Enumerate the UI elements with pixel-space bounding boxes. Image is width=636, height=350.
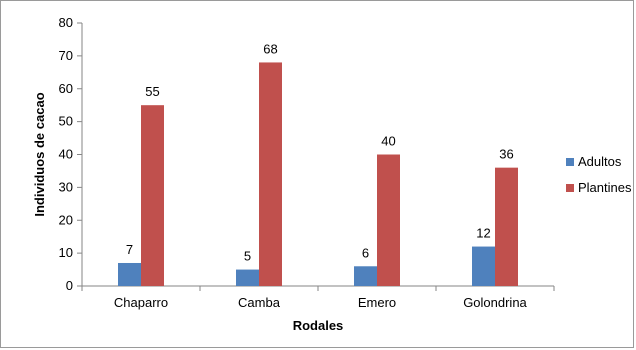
data-label: 12 xyxy=(476,226,490,241)
labels: 0 10 20 30 40 50 60 70 80 Chaparro Camba Emero Golon… xyxy=(59,15,528,310)
y-tick-label: 30 xyxy=(59,179,73,194)
y-tick-label: 80 xyxy=(59,15,73,30)
bar-plantines xyxy=(495,167,518,286)
bar-plantines xyxy=(259,62,282,287)
data-label: 7 xyxy=(126,242,133,257)
x-tick-label: Emero xyxy=(358,295,396,310)
bar-adultos xyxy=(472,246,495,286)
data-label: 40 xyxy=(381,134,395,149)
y-tick-label: 10 xyxy=(59,245,73,260)
legend-swatch xyxy=(566,184,574,192)
x-tick-label: Golondrina xyxy=(463,295,527,310)
data-label: 5 xyxy=(244,249,251,264)
x-axis-title: Rodales xyxy=(293,318,344,333)
legend-swatch xyxy=(566,158,574,166)
data-label: 55 xyxy=(145,84,159,99)
x-tick-label: Chaparro xyxy=(114,295,168,310)
y-axis-title: Individuos de cacao xyxy=(32,92,47,216)
bar-plantines xyxy=(141,105,164,286)
y-tick-label: 60 xyxy=(59,81,73,96)
data-label: 6 xyxy=(362,245,369,260)
x-tick-label: Camba xyxy=(238,295,281,310)
bar-adultos xyxy=(118,262,141,286)
data-label: 36 xyxy=(499,147,513,162)
legend-label: Adultos xyxy=(578,154,622,169)
bars xyxy=(118,62,518,287)
bar-adultos xyxy=(354,266,377,286)
legend-label: Plantines xyxy=(578,180,632,195)
y-tick-label: 0 xyxy=(66,278,73,293)
y-tick-label: 40 xyxy=(59,147,73,162)
legend: Adultos Plantines xyxy=(566,154,632,195)
y-tick-label: 20 xyxy=(59,212,73,227)
y-tick-label: 70 xyxy=(59,48,73,63)
data-label: 68 xyxy=(263,41,277,56)
bar-plantines xyxy=(377,154,400,286)
y-tick-label: 50 xyxy=(59,114,73,129)
bar-adultos xyxy=(236,269,259,286)
